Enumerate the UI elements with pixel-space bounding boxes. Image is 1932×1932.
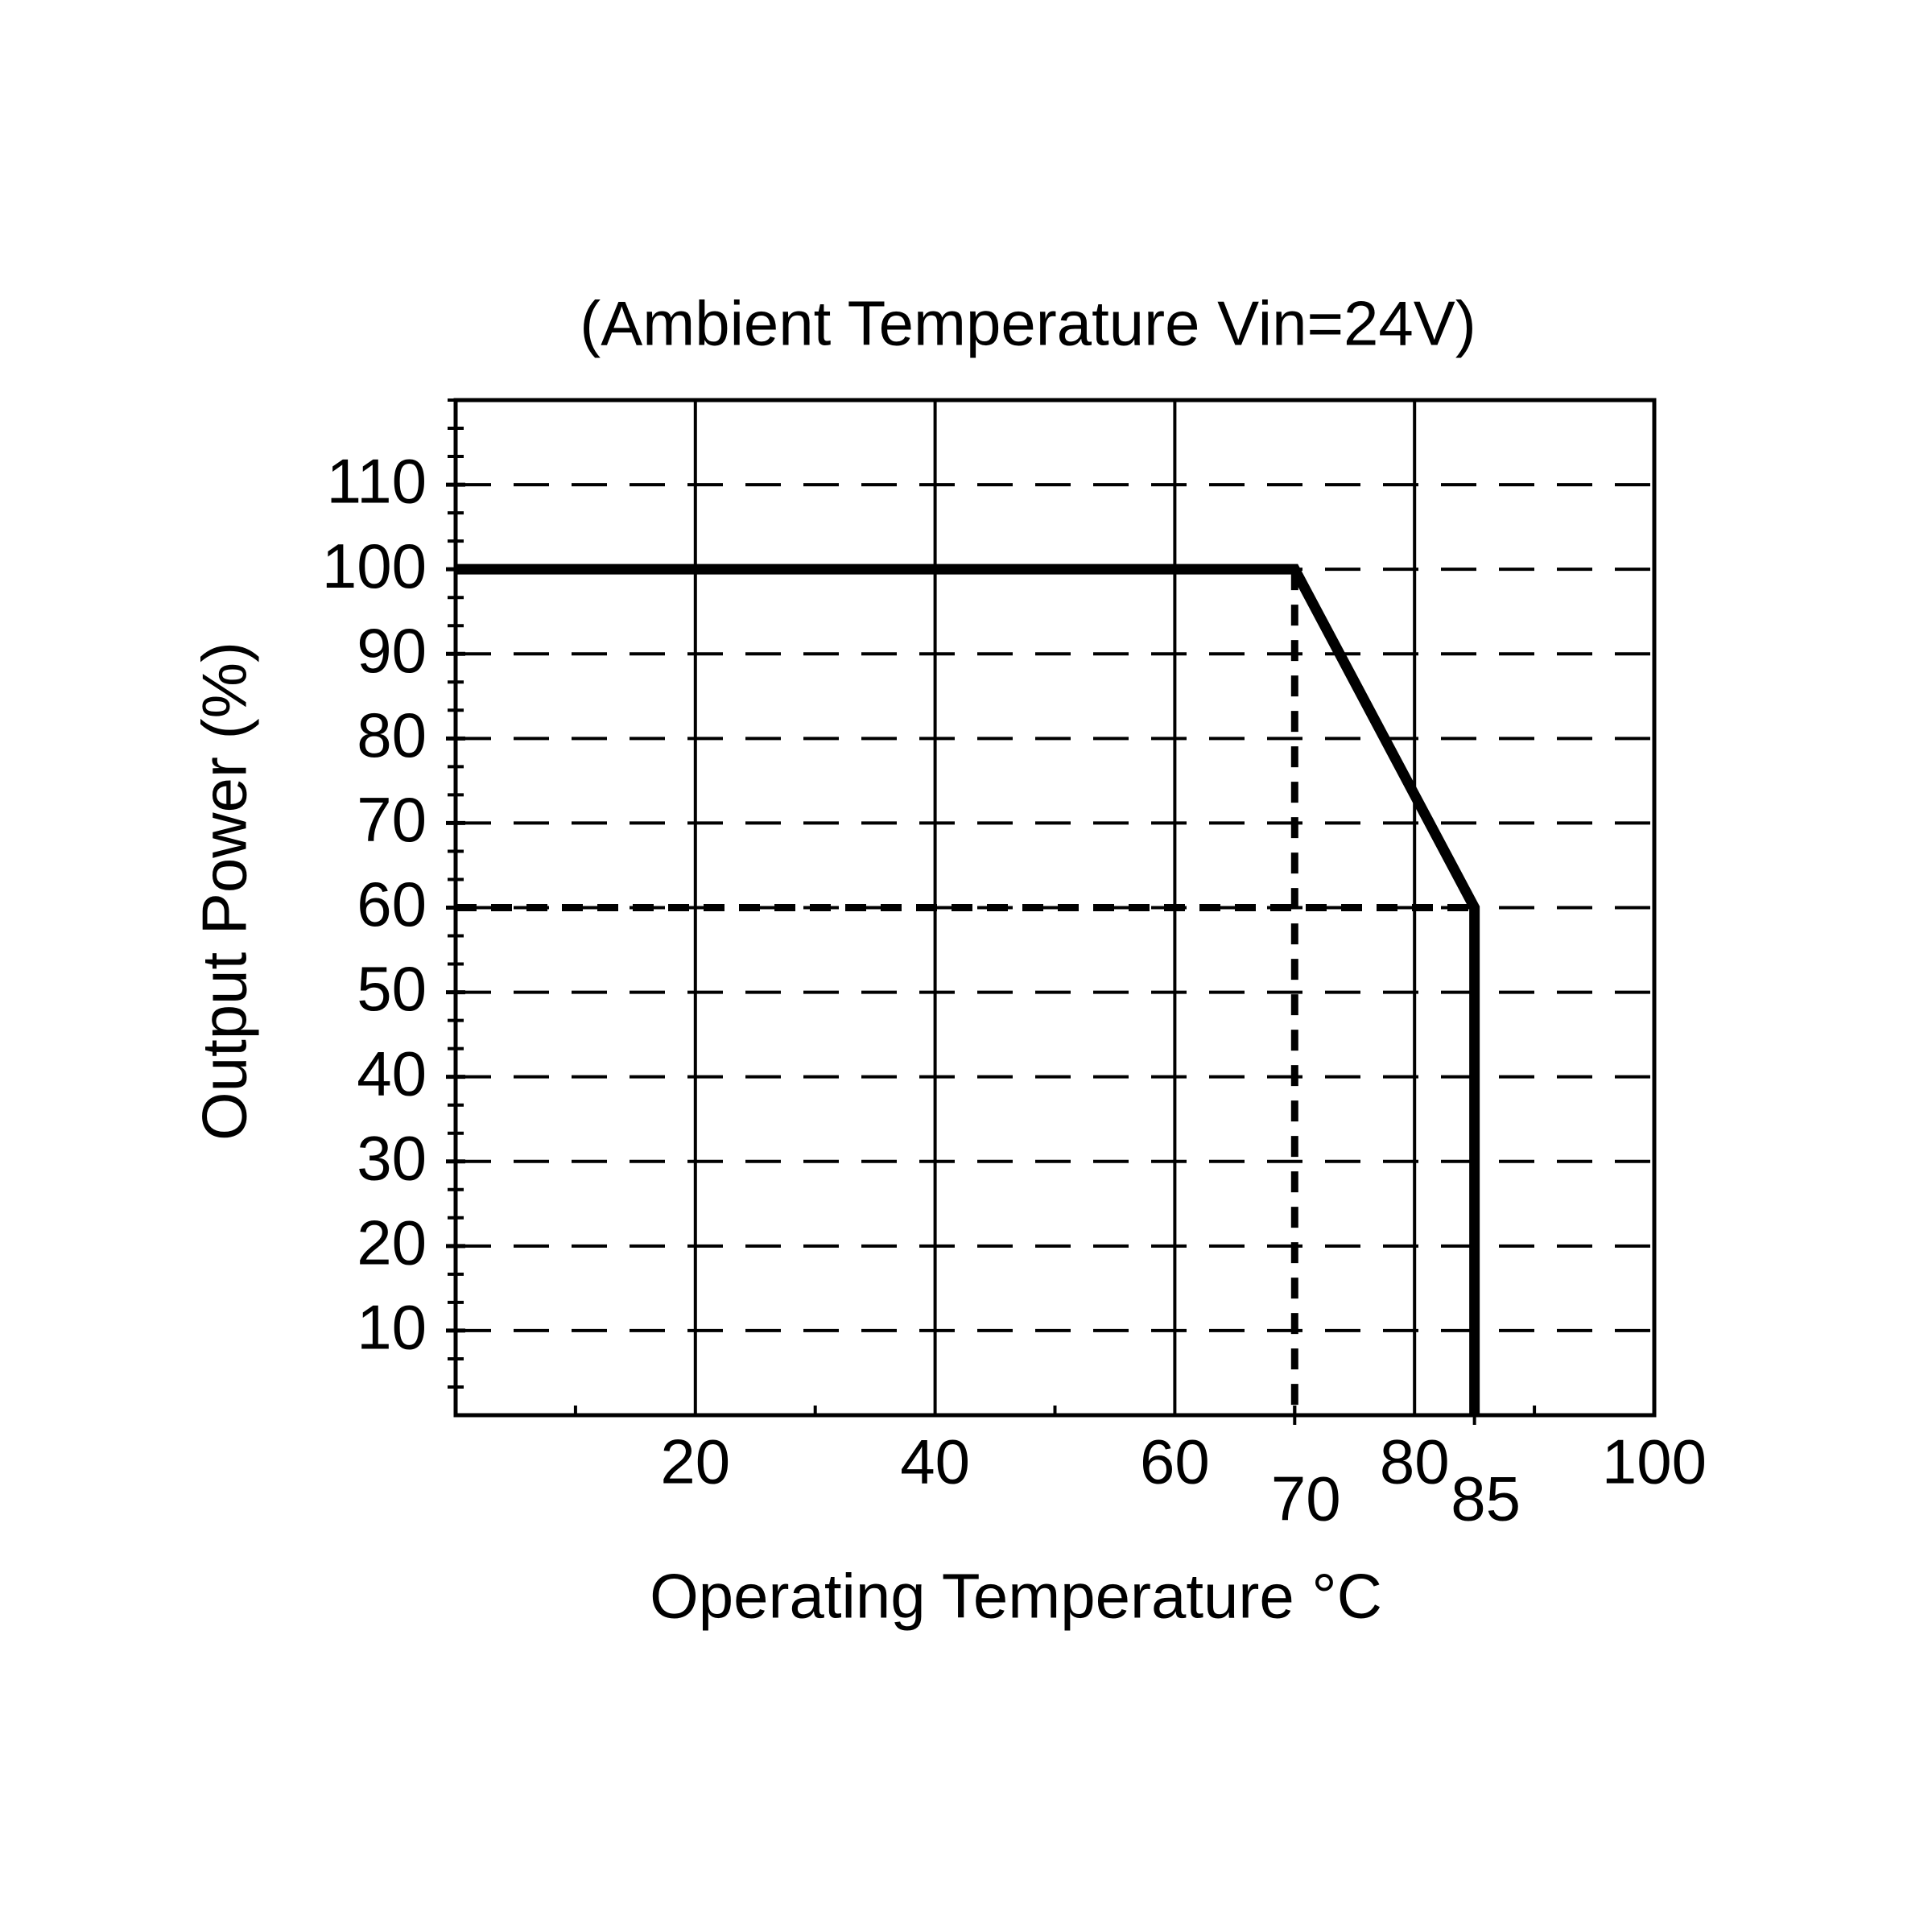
y-tick-label: 80	[357, 700, 427, 770]
x-tick-label: 60	[1140, 1426, 1210, 1497]
data-line	[456, 564, 1480, 1415]
y-tick-label: 30	[357, 1122, 427, 1193]
y-tick-label: 10	[357, 1292, 427, 1363]
x-tick-label: 100	[1602, 1426, 1707, 1497]
y-tick-label: 20	[357, 1207, 427, 1278]
y-axis-label: Output Power (%)	[189, 642, 260, 1141]
y-tick-label: 90	[357, 615, 427, 686]
y-tick-label: 60	[357, 869, 427, 939]
x-tick-label: 85	[1451, 1463, 1521, 1534]
chart-title: (Ambient Temperature Vin=24V)	[580, 288, 1476, 359]
y-tick-label: 40	[357, 1038, 427, 1108]
y-tick-label: 50	[357, 953, 427, 1024]
x-axis-label: Operating Temperature °C	[650, 1561, 1382, 1632]
y-tick-label: 100	[322, 530, 427, 601]
x-tick-label: 40	[900, 1426, 970, 1497]
y-tick-label: 70	[357, 784, 427, 855]
x-tick-label: 20	[660, 1426, 730, 1497]
x-tick-label: 80	[1380, 1426, 1450, 1497]
x-tick-label: 70	[1271, 1463, 1341, 1534]
y-tick-label: 110	[327, 446, 427, 517]
